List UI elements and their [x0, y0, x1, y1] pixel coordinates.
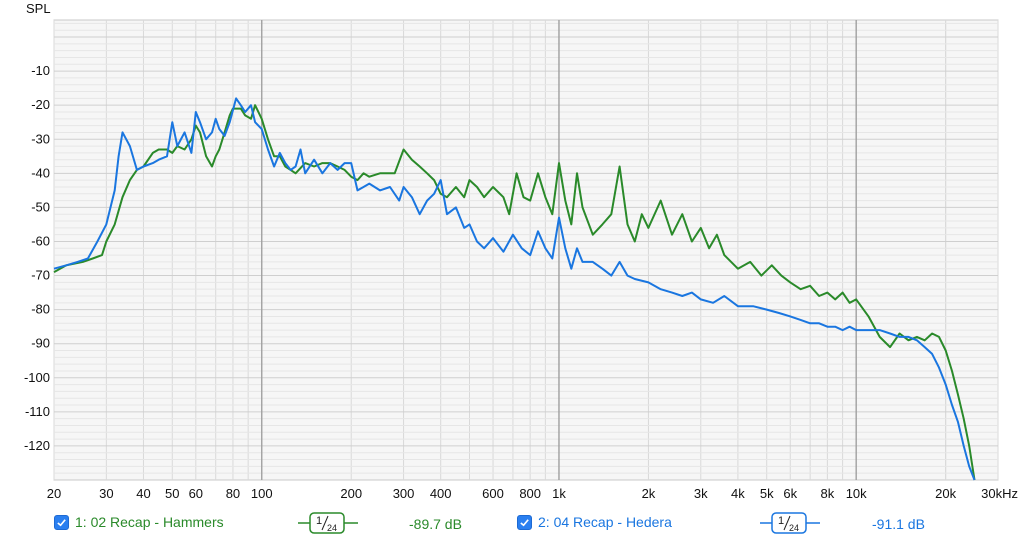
series-2-label: 2: 04 Recap - Hedera: [538, 514, 672, 530]
series-2-db-readout: -91.1 dB: [872, 516, 925, 532]
x-tick-label: 30: [99, 486, 113, 501]
y-tick-label: -120: [24, 438, 50, 453]
series-2-smoothing-control[interactable]: 1 24: [760, 510, 820, 536]
y-tick-label: -80: [31, 302, 50, 317]
series-line-1: [53, 104, 976, 481]
y-tick-label: -60: [31, 233, 50, 248]
legend-item-series-2[interactable]: 2: 04 Recap - Hedera: [517, 514, 672, 530]
y-tick-label: -50: [31, 199, 50, 214]
x-tick-label: 200: [340, 486, 362, 501]
x-tick-label: 50: [165, 486, 179, 501]
x-tick-label: 6k: [783, 486, 797, 501]
x-tick-label: 800: [519, 486, 541, 501]
x-tick-label: 400: [430, 486, 452, 501]
series-1-smoothing-den: 24: [327, 523, 337, 533]
y-tick-label: -10: [31, 63, 50, 78]
x-tick-label: 3k: [694, 486, 708, 501]
minor-gridlines: [53, 20, 999, 480]
x-tick-label: 5k: [760, 486, 774, 501]
x-tick-label: 300: [393, 486, 415, 501]
x-tick-label: 60: [189, 486, 203, 501]
x-tick-label: 30kHz: [981, 486, 1018, 501]
x-tick-labels: 20 30 40 50 60 80 100 200 300 400 600 800 1k 2k 3k 4k 5k…: [47, 486, 1018, 501]
series-1-smoothing-control[interactable]: 1 24: [298, 510, 358, 536]
series-1-label: 1: 02 Recap - Hammers: [75, 514, 224, 530]
y-tick-label: -70: [31, 268, 50, 283]
x-tick-label: 10k: [846, 486, 867, 501]
y-tick-label: -90: [31, 336, 50, 351]
x-tick-label: 2k: [642, 486, 656, 501]
x-tick-label: 80: [226, 486, 240, 501]
series-2-smoothing-num: 1: [778, 515, 784, 527]
series-lines: [53, 97, 976, 481]
series-line-2: [53, 97, 976, 481]
series-1-smoothing-num: 1: [316, 515, 322, 527]
series-2-checkbox[interactable]: [517, 514, 532, 530]
y-tick-label: -20: [31, 97, 50, 112]
y-tick-label: -30: [31, 131, 50, 146]
series-2-smoothing-den: 24: [789, 523, 799, 533]
major-gridlines: [261, 20, 857, 480]
x-tick-label: 600: [482, 486, 504, 501]
y-tick-label: -110: [25, 404, 50, 419]
x-tick-label: 8k: [821, 486, 835, 501]
legend-item-series-1[interactable]: 1: 02 Recap - Hammers: [54, 514, 224, 530]
legend: 1: 02 Recap - Hammers 1 24 -89.7 dB 2: 0…: [0, 508, 1024, 540]
x-tick-label: 20: [47, 486, 61, 501]
y-axis-label: SPL: [26, 1, 51, 16]
y-tick-label: -100: [24, 370, 50, 385]
x-tick-label: 100: [251, 486, 273, 501]
x-tick-label: 1k: [552, 486, 566, 501]
series-1-db-readout: -89.7 dB: [409, 516, 462, 532]
x-tick-label: 4k: [731, 486, 745, 501]
y-tick-labels: -10 -20 -30 -40 -50 -60 -70 -80 -90 -100 -110 -120: [24, 63, 50, 453]
y-tick-label: -40: [31, 165, 50, 180]
plot-area: [53, 19, 999, 481]
x-tick-label: 20k: [935, 486, 956, 501]
series-1-checkbox[interactable]: [54, 514, 69, 530]
x-tick-label: 40: [136, 486, 150, 501]
